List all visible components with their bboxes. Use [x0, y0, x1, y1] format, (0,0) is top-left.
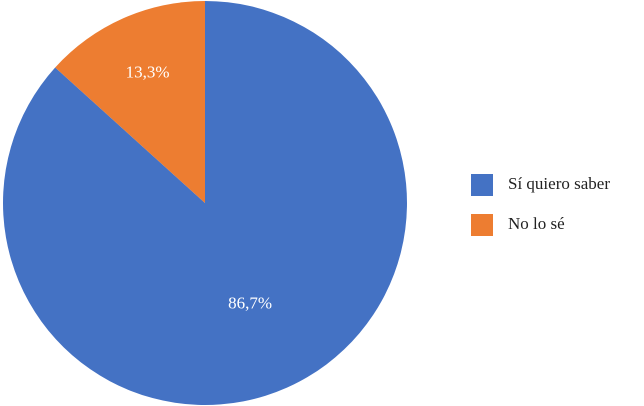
pie-slice: [55, 1, 205, 203]
data-label: 13,3%: [126, 63, 170, 82]
legend-swatch: [471, 174, 493, 196]
legend-swatch: [471, 214, 493, 236]
legend-label: Sí quiero saber: [508, 174, 610, 193]
legend-label: No lo sé: [508, 214, 565, 233]
pie-slice: [2, 1, 407, 405]
data-label: 86,7%: [228, 293, 272, 312]
